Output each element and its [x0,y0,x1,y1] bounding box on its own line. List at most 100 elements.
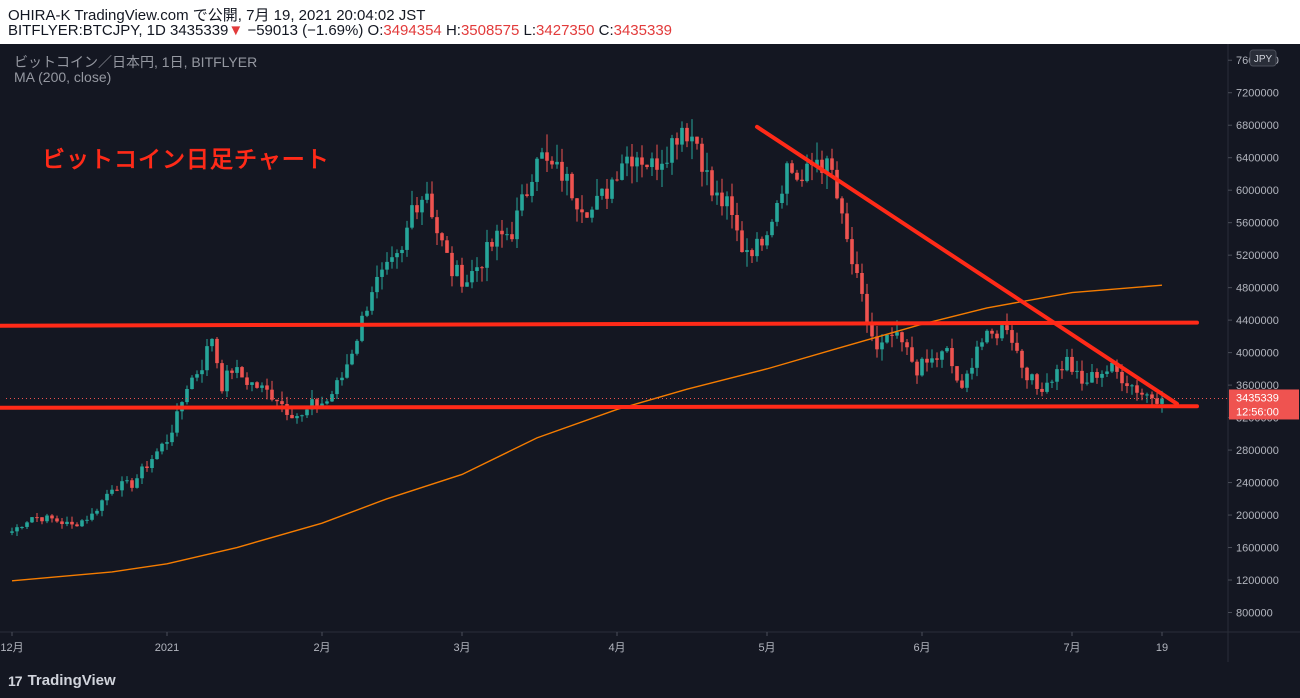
y-tick-label: 7200000 [1236,88,1279,100]
candle-body [645,164,649,168]
candle-body [215,338,219,364]
candle-body [370,292,374,311]
candle-body [105,493,109,501]
candle-body [1015,342,1019,351]
candle-body [45,515,49,522]
ma-indicator-title[interactable]: MA (200, close) [14,69,112,85]
y-tick-label: 6400000 [1236,153,1279,165]
candle-body [865,293,869,322]
candle-body [260,385,264,388]
candle-body [570,173,574,199]
candle-body [445,240,449,253]
candle-body [320,403,324,407]
candle-body [910,347,914,362]
candle-body [80,520,84,527]
candle-body [195,374,199,378]
candle-body [95,510,99,514]
candle-body [115,489,119,491]
candle-body [1100,373,1104,378]
tradingview-mark-icon: 17 [8,672,23,689]
currency-button[interactable] [1249,49,1277,67]
current-price-badge [1229,389,1299,420]
support-line [0,404,1199,410]
candle-body [1110,362,1114,372]
candle-body [660,163,664,170]
candle-body [930,358,934,363]
candle-body [1080,370,1084,384]
candle-body [850,239,854,265]
candle-body [310,399,314,410]
candle-body [1130,385,1134,387]
candle-body [765,235,769,246]
candle-body [160,443,164,452]
candle-body [615,179,619,181]
y-tick-label: 800000 [1236,608,1273,620]
candle-body [295,416,299,419]
candle-body [510,234,514,240]
candle-body [665,162,669,164]
candle-body [1120,371,1124,384]
candle-body [130,480,134,488]
symbol-title: ビットコイン／日本円, 1日, BITFLYER [14,54,258,70]
symbol-info: BITFLYER:BTCJPY, 1D [8,22,166,39]
candle-body [110,489,114,494]
candle-body [185,389,189,403]
candle-body [150,459,154,469]
candle-body [725,196,729,207]
candle-body [125,480,129,482]
candle-body [460,264,464,287]
ma200-line [11,284,1163,582]
candle-body [230,370,234,373]
candle-body [165,442,169,444]
candle-body [735,215,739,231]
candle-body [1000,325,1004,339]
candle-body [895,332,899,336]
candle-body [625,156,629,164]
candle-body [100,500,104,511]
candle-body [755,238,759,257]
candle-body [525,194,529,196]
current-price-label: 3435339 [1236,392,1279,404]
candle-body [775,203,779,222]
candle-body [55,518,59,522]
candle-body [760,238,764,246]
tradingview-logo[interactable]: 17 TradingView [8,672,116,689]
candle-body [540,152,544,159]
candle-body [590,209,594,218]
candle-body [1125,383,1129,387]
candle-body [620,163,624,180]
x-tick-label: 5月 [758,642,775,654]
candle-body [955,366,959,381]
candle-body [490,242,494,247]
candle-body [85,519,89,521]
candle-body [595,195,599,210]
candle-body [630,156,634,167]
candle-body [50,515,54,519]
candle-body [325,401,329,404]
candle-body [120,481,124,491]
y-tick-label: 6000000 [1236,185,1279,197]
x-tick-label: 6月 [913,642,930,654]
candle-body [210,338,214,347]
candle-body [465,282,469,287]
candle-body [655,158,659,170]
y-tick-label: 1200000 [1236,575,1279,587]
candle-body [155,451,159,460]
candle-body [190,377,194,390]
x-tick-label: 2月 [313,642,330,654]
candle-body [375,276,379,293]
y-tick-label: 6800000 [1236,120,1279,132]
y-tick-label: 4000000 [1236,348,1279,360]
candle-body [330,394,334,402]
candle-body [75,524,79,527]
candle-body [380,269,384,277]
candle-body [305,409,309,416]
candle-body [545,152,549,161]
candle-body [425,193,429,200]
candle-body [835,169,839,199]
countdown-label: 12:56:00 [1236,406,1279,418]
candle-body [35,517,39,519]
chart-header: OHIRA-K TradingView.com で公開, 7月 19, 2021… [0,0,1300,44]
candle-body [600,188,604,196]
